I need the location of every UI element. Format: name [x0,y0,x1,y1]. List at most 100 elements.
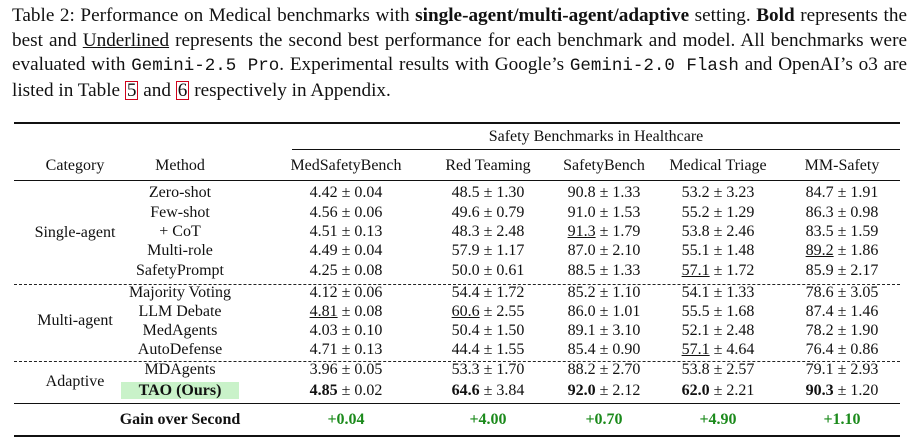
plus-minus-sign: ± [713,262,723,279]
table-caption: Table 2: Performance on Medical benchmar… [12,4,907,103]
result-error: 1.70 [496,361,525,378]
plus-minus-sign: ± [483,284,493,301]
result-value: 4.85 [309,382,338,399]
caption-text: Table 2: Performance on Medical benchmar… [12,5,416,26]
plus-minus-sign: ± [341,184,351,201]
result-error: 2.93 [850,361,879,378]
method-name: AutoDefense [90,340,270,359]
result-value: 92.0 [567,382,596,399]
method-name: MedAgents [90,321,270,340]
result-error: 2.21 [726,382,755,399]
gain-value: +0.04 [327,411,365,428]
result-cell: 4.25 ± 0.08 [271,261,421,280]
group-separator [14,361,900,362]
result-cell: 48.3 ± 2.48 [413,222,563,241]
plus-minus-sign: ± [341,341,351,358]
result-error: 2.46 [726,223,755,240]
result-value: 78.2 [805,322,834,339]
result-cell: 4.12 ± 0.06 [271,283,421,302]
result-value: 53.8 [681,223,710,240]
category-label: Adaptive [45,373,105,390]
result-cell: 4.81 ± 0.08 [271,302,421,321]
plus-minus-sign: ± [837,284,847,301]
result-cell: 78.6 ± 3.05 [767,283,915,302]
result-error: 1.91 [850,184,879,201]
result-value: 48.3 [451,223,480,240]
caption-text: represents the best and [12,5,907,51]
result-error: 1.50 [496,322,525,339]
result-cell: 55.1 ± 1.48 [643,241,793,260]
result-value: 44.4 [451,341,480,358]
result-value: 55.5 [681,303,710,320]
result-error: 3.10 [612,322,641,339]
gain-value: +4.90 [699,411,737,428]
table-5-link[interactable]: 5 [124,79,139,101]
result-error: 1.46 [850,303,879,320]
result-error: 0.13 [354,223,383,240]
result-value: 85.9 [805,262,834,279]
result-value: 78.6 [805,284,834,301]
group-separator [14,284,900,285]
method-name: Multi-role [90,241,270,260]
plus-minus-sign: ± [341,204,351,221]
result-error: 0.13 [354,341,383,358]
plus-minus-sign: ± [837,382,847,399]
result-cell: 91.0 ± 1.53 [529,203,679,222]
result-cell: 54.4 ± 1.72 [413,283,563,302]
result-value: 4.51 [309,223,338,240]
result-error: 1.48 [726,242,755,259]
result-error: 0.79 [496,204,525,221]
top-rule [14,122,900,124]
method-label: Few-shot [150,204,210,221]
result-value: 87.0 [567,242,596,259]
result-value: 53.3 [451,361,480,378]
result-value: 4.49 [309,242,338,259]
result-cell: 50.0 ± 0.61 [413,261,563,280]
plus-minus-sign: ± [713,303,723,320]
result-cell: 64.6 ± 3.84 [413,381,563,400]
result-error: 1.33 [612,184,641,201]
result-cell: 85.4 ± 0.90 [529,340,679,359]
method-name: TAO (Ours) [90,381,270,400]
result-error: 1.30 [496,184,525,201]
result-cell: 90.8 ± 1.33 [529,183,679,202]
table-6-link[interactable]: 6 [175,79,190,101]
plus-minus-sign: ± [599,204,609,221]
plus-minus-sign: ± [341,322,351,339]
caption-underlined-word: Underlined [82,29,170,51]
plus-minus-sign: ± [483,303,493,320]
result-cell: 55.5 ± 1.68 [643,302,793,321]
result-error: 1.10 [612,284,641,301]
result-cell: 76.4 ± 0.86 [767,340,915,359]
plus-minus-sign: ± [341,382,351,399]
result-error: 0.98 [850,204,879,221]
result-cell: 4.42 ± 0.04 [271,183,421,202]
result-cell: 4.49 ± 0.04 [271,241,421,260]
plus-minus-sign: ± [483,341,493,358]
result-cell: 57.1 ± 4.64 [643,340,793,359]
plus-minus-sign: ± [599,184,609,201]
method-label: MedAgents [142,322,218,339]
plus-minus-sign: ± [837,184,847,201]
plus-minus-sign: ± [483,361,493,378]
result-error: 2.70 [612,361,641,378]
result-cell: 87.0 ± 2.10 [529,241,679,260]
plus-minus-sign: ± [837,242,847,259]
result-cell: 4.51 ± 0.13 [271,222,421,241]
result-value: 4.42 [309,184,338,201]
plus-minus-sign: ± [483,382,493,399]
result-error: 2.10 [612,242,641,259]
header-rule [14,180,900,181]
result-error: 1.33 [612,262,641,279]
method-name: SafetyPrompt [90,261,270,280]
result-cell: 89.2 ± 1.86 [767,241,915,260]
result-error: 2.12 [612,382,641,399]
result-cell: 86.0 ± 1.01 [529,302,679,321]
column-header: MM-Safety [804,157,880,174]
result-error: 3.84 [496,382,525,399]
result-value: 55.1 [681,242,710,259]
method-name: MDAgents [90,360,270,379]
result-value: 83.5 [805,223,834,240]
result-value: 60.6 [451,303,480,320]
method-name: + CoT [90,222,270,241]
